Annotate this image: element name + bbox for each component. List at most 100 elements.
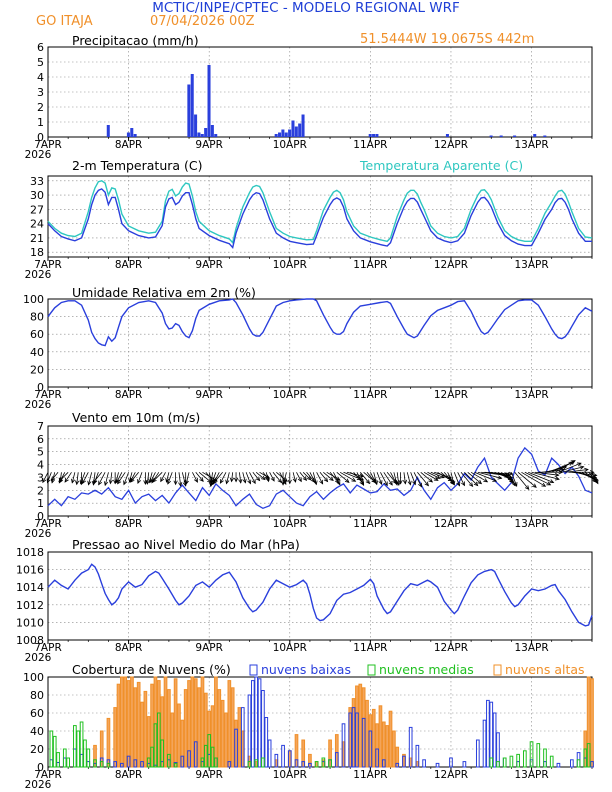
x-tick-label: 11APR bbox=[353, 769, 387, 781]
x-tick-label: 12APR bbox=[434, 259, 468, 271]
wind-arrow bbox=[474, 471, 498, 482]
high-cloud-bar bbox=[392, 730, 396, 768]
wind-arrow-shaft bbox=[323, 471, 334, 481]
wind-arrow-head bbox=[492, 477, 498, 482]
wind-arrow-head bbox=[297, 477, 302, 483]
high-cloud-bar bbox=[365, 699, 369, 768]
y-tick-label: 80 bbox=[30, 689, 44, 702]
y-tick-label: 7 bbox=[37, 420, 44, 433]
mid-cloud-bar bbox=[66, 757, 70, 768]
precip-bar bbox=[301, 114, 305, 137]
mid-cloud-bar bbox=[586, 743, 591, 768]
temp-line bbox=[47, 188, 592, 249]
wind-arrow bbox=[417, 472, 429, 487]
precip-bar bbox=[499, 135, 503, 137]
wind-arrow-shaft bbox=[192, 472, 198, 483]
wind-arrow-shaft bbox=[524, 471, 551, 486]
y-tick-label: 1016 bbox=[16, 564, 44, 577]
y-tick-label: 40 bbox=[30, 725, 44, 738]
wind-arrow-shaft bbox=[213, 472, 223, 484]
wind-arrow-shaft bbox=[146, 472, 150, 485]
wind-arrow-head bbox=[260, 475, 266, 481]
wind-arrow-shaft bbox=[319, 472, 328, 482]
panel-frame bbox=[47, 551, 593, 641]
wind-arrow-shaft bbox=[110, 472, 113, 484]
wind-arrow-shaft bbox=[406, 472, 411, 485]
low-cloud-bar bbox=[375, 748, 379, 768]
wind-arrow-shaft bbox=[82, 472, 89, 484]
wind-arrow bbox=[137, 472, 143, 484]
panel-title: Pressao ao Nivel Medio do Mar (hPa) bbox=[72, 537, 300, 552]
wind-arrow-shaft bbox=[242, 472, 246, 483]
wind-arrow-shaft bbox=[591, 472, 599, 484]
wind-arrow bbox=[184, 472, 190, 486]
mid-cloud-bar bbox=[261, 757, 265, 768]
y-tick-label: 0 bbox=[37, 131, 44, 144]
wind-arrow-shaft bbox=[296, 472, 302, 482]
wind-arrow-shaft bbox=[42, 472, 49, 483]
x-axis-year: 2026 bbox=[25, 652, 52, 664]
wind-arrow-head bbox=[213, 479, 218, 484]
high-cloud-bar bbox=[133, 687, 138, 768]
wind-arrow-shaft bbox=[514, 472, 530, 490]
low-cloud-bar bbox=[341, 723, 346, 768]
wind-arrow-shaft bbox=[299, 472, 307, 481]
wind-arrow-head bbox=[424, 481, 429, 487]
x-tick-label: 8APR bbox=[115, 389, 143, 401]
wind-arrow-shaft bbox=[198, 471, 212, 483]
wind-arrow-shaft bbox=[453, 472, 460, 486]
wind-arrow-head bbox=[323, 477, 329, 483]
wind-arrow-head bbox=[152, 477, 157, 483]
low-cloud-bar bbox=[334, 752, 339, 768]
mid-cloud-bar bbox=[56, 752, 60, 768]
mid-cloud-bar bbox=[146, 757, 151, 768]
cloud-legend-swatch bbox=[493, 664, 502, 676]
y-tick-label: 1 bbox=[37, 497, 44, 510]
x-tick-label: 8APR bbox=[115, 642, 143, 654]
low-cloud-bar bbox=[267, 739, 272, 768]
wind-arrow-shaft bbox=[366, 472, 376, 483]
mid-cloud-bar bbox=[247, 761, 252, 768]
low-cloud-bar bbox=[435, 762, 440, 768]
wind-arrow-head bbox=[554, 472, 560, 477]
x-axis-year: 2026 bbox=[25, 528, 52, 540]
wind-arrow bbox=[160, 472, 166, 483]
wind-arrow-shaft bbox=[149, 472, 153, 483]
wind-arrow bbox=[116, 472, 123, 484]
wind-arrow-shaft bbox=[239, 472, 242, 483]
precip-bar bbox=[278, 132, 282, 137]
wind-arrow-shaft bbox=[393, 472, 398, 486]
wind-arrow bbox=[165, 472, 170, 483]
wind-arrow-shaft bbox=[166, 472, 170, 483]
wind-arrow-head bbox=[178, 482, 183, 487]
low-cloud-bar bbox=[294, 759, 299, 768]
wind-arrow-head bbox=[570, 460, 576, 465]
wind-arrow-shaft bbox=[129, 472, 133, 483]
wind-arrow bbox=[245, 472, 252, 485]
wind-arrow bbox=[108, 472, 113, 485]
x-tick-label: 12APR bbox=[434, 139, 468, 151]
wind-arrow-head bbox=[58, 477, 63, 483]
wind-arrow-shaft bbox=[531, 471, 560, 480]
wind-arrow-shaft bbox=[417, 472, 429, 486]
wind-arrow bbox=[98, 472, 106, 486]
wind-arrow-head bbox=[468, 482, 474, 488]
wind-arrow-shaft bbox=[390, 472, 398, 485]
panel-title: Cobertura de Nuvens (%) bbox=[72, 662, 231, 677]
station-location: 51.5444W 19.0675S 442m bbox=[360, 32, 534, 47]
high-cloud-bar bbox=[224, 712, 228, 768]
mid-cloud-bar bbox=[73, 725, 77, 768]
x-tick-label: 7APR bbox=[34, 642, 62, 654]
wind-arrow bbox=[252, 472, 261, 482]
wind-arrow-head bbox=[160, 477, 165, 483]
wind-arrow-head bbox=[456, 481, 461, 487]
panel-title: Umidade Relativa em 2m (%) bbox=[72, 285, 256, 300]
high-cloud-bar bbox=[136, 681, 141, 768]
low-cloud-bar bbox=[301, 761, 306, 768]
wind-arrow-shaft bbox=[464, 472, 478, 486]
y-tick-label: 0 bbox=[37, 510, 44, 523]
wind-arrow-head bbox=[173, 480, 178, 486]
